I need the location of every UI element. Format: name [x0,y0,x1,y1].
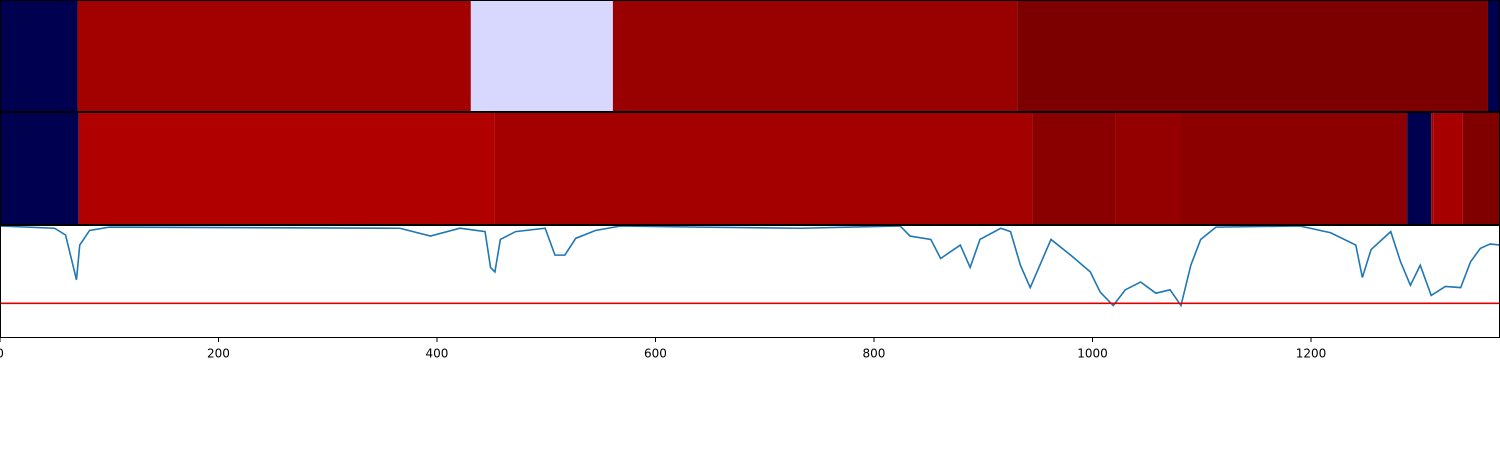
x-tick-label: 0 [0,347,4,361]
x-tick-label: 1000 [1077,347,1108,361]
panel-frame [0,225,1500,338]
strip-segment [1115,113,1181,225]
strip-segment [0,113,79,225]
line [0,225,1500,308]
x-tick-label: 1200 [1296,347,1327,361]
strip-segment [1487,1,1500,112]
strip-segment [77,1,471,112]
strip-segment [1180,113,1408,225]
x-tick-label: 600 [644,347,667,361]
strip-segment [470,1,613,112]
x-tick-label: 200 [207,347,230,361]
strip-segment [1431,113,1434,225]
strip-segment [1032,113,1116,225]
strip-segment [494,113,1033,225]
strip-segment [0,1,78,112]
strip-segment [78,113,495,225]
x-tick-label: 800 [863,347,886,361]
strip-segment [1407,113,1432,225]
x-tick-label: 400 [426,347,449,361]
strip-segment [1433,113,1463,225]
strip-segment [1462,113,1500,225]
strip-segment [1017,1,1488,112]
strip-segment [612,1,1018,112]
